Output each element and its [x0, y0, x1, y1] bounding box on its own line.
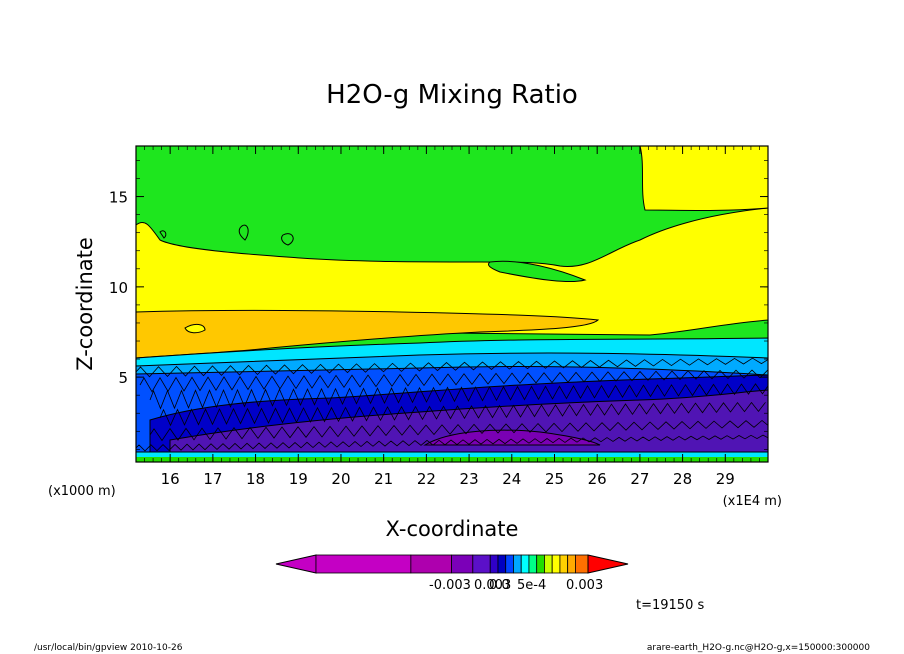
colorbar-segment — [528, 554, 538, 574]
footer-left: /usr/local/bin/gpview 2010-10-26 — [34, 643, 183, 653]
x-tick-label: 23 — [460, 470, 479, 488]
x-tick-label: 18 — [246, 470, 265, 488]
colorbar-segment — [489, 554, 499, 574]
x-tick-label: 24 — [502, 470, 521, 488]
colorbar-segment — [472, 554, 491, 574]
colorbar-segment — [520, 554, 530, 574]
colorbar — [275, 554, 629, 574]
band-yellow-cap — [639, 146, 768, 211]
colorbar-label-4: 5e-4 — [517, 578, 546, 593]
colorbar-segment — [544, 554, 553, 574]
green-island-1 — [159, 230, 167, 239]
band-violet — [423, 429, 601, 446]
plot-area — [136, 146, 768, 462]
wave-contour-line — [136, 434, 768, 452]
x-tick-label: 29 — [716, 470, 735, 488]
colorbar-left-arrow — [275, 554, 317, 574]
colorbar-segment — [315, 554, 412, 574]
y-axis-title: Z-coordinate — [73, 237, 97, 371]
colorbar-segment — [567, 554, 576, 574]
x-unit-right: (x1E4 m) — [723, 494, 782, 509]
y-tick-label: 15 — [109, 189, 128, 207]
wave-contour-line — [159, 401, 766, 427]
wave-contour-line — [136, 357, 768, 378]
x-axis-ticks: 16 17 18 19 20 21 22 23 24 25 26 27 28 29 — [135, 146, 769, 488]
wave-contour-line — [149, 383, 768, 410]
y-tick-label: 10 — [109, 279, 128, 297]
band-orange-core — [136, 310, 600, 359]
colorbar-segment — [536, 554, 545, 574]
colorbar-segment — [451, 554, 474, 574]
colorbar-segment — [575, 554, 589, 574]
chart-title: H2O-g Mixing Ratio — [326, 80, 578, 110]
green-island-4 — [487, 260, 587, 283]
x-unit-left: (x1000 m) — [48, 484, 116, 499]
band-upper-yellow — [136, 207, 768, 336]
orange-island — [184, 323, 206, 334]
x-tick-label: 26 — [588, 470, 607, 488]
y-axis-ticks: 5 10 15 — [109, 160, 768, 450]
wave-contour-line — [149, 419, 768, 442]
colorbar-right-arrow — [587, 554, 629, 574]
x-tick-label: 16 — [161, 470, 180, 488]
band-purple — [169, 389, 768, 456]
colorbar-label-3: 0.0 — [489, 578, 510, 593]
colorbar-segment — [410, 554, 452, 574]
x-tick-label: 21 — [374, 470, 393, 488]
wave-lines — [136, 357, 768, 452]
x-tick-label: 25 — [545, 470, 564, 488]
colorbar-label-1: -0.003 — [429, 578, 471, 593]
colorbar-label-2: 0.003 — [474, 578, 511, 593]
y-tick-label: 5 — [118, 369, 128, 387]
x-axis-title: X-coordinate — [386, 517, 519, 541]
green-island-2 — [238, 224, 249, 241]
colorbar-segment — [497, 554, 507, 574]
colorbar-segment — [559, 554, 569, 574]
green-island-3 — [281, 233, 294, 246]
x-tick-label: 27 — [630, 470, 649, 488]
time-label: t=19150 s — [636, 598, 704, 613]
x-tick-label: 28 — [673, 470, 692, 488]
x-tick-label: 19 — [289, 470, 308, 488]
colorbar-segment — [505, 554, 514, 574]
colorbar-label-5: 0.003 — [566, 578, 603, 593]
footer-right: arare-earth_H2O-g.nc@H2O-g,x=150000:3000… — [647, 643, 870, 653]
x-tick-label: 20 — [331, 470, 350, 488]
x-tick-label: 17 — [203, 470, 222, 488]
x-tick-label: 22 — [417, 470, 436, 488]
colorbar-segment — [513, 554, 522, 574]
wave-contour-line — [139, 369, 768, 393]
colorbar-segment — [551, 554, 561, 574]
